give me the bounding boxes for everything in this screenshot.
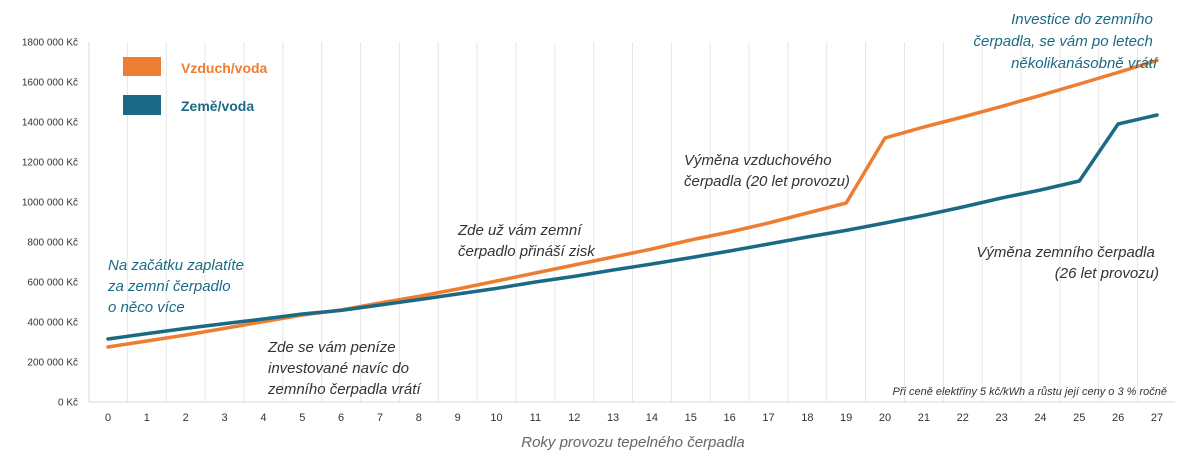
- x-tick-label: 21: [918, 412, 930, 424]
- annotation-start: Na začátku zaplatíte za zemní čerpadlo o…: [107, 257, 248, 316]
- annotation-ground-replacement: Výměna zemního čerpadla (26 let provozu): [976, 244, 1159, 282]
- x-tick-label: 19: [840, 412, 852, 424]
- x-tick-label: 13: [607, 412, 619, 424]
- series-line-zeme-voda: [106, 113, 1159, 341]
- x-tick-label: 11: [530, 412, 541, 424]
- y-tick-label: 800 000 Kč: [27, 238, 78, 249]
- series-line-vzduch-voda: [106, 58, 1159, 349]
- x-tick-label: 9: [455, 412, 461, 424]
- x-tick-label: 4: [260, 412, 266, 424]
- y-tick-label: 600 000 Kč: [27, 278, 78, 289]
- x-tick-label: 15: [685, 412, 697, 424]
- x-tick-label: 26: [1112, 412, 1124, 424]
- annotation-air-replacement: Výměna vzduchového čerpadla (20 let prov…: [684, 152, 850, 190]
- legend-label-zeme: Země/voda: [181, 98, 254, 114]
- grid-layer: [126, 42, 1139, 402]
- y-tick-label: 200 000 Kč: [27, 358, 78, 369]
- x-tick-label: 25: [1073, 412, 1085, 424]
- legend-swatch-zeme: [123, 95, 161, 115]
- annotation-returns: Zde se vám peníze investované navíc do z…: [267, 339, 422, 398]
- annotation-profit: Zde už vám zemní čerpadlo přináší zisk: [457, 222, 596, 260]
- footnote: Při ceně elektřiny 5 kč/kWh a růstu její…: [892, 386, 1167, 398]
- x-axis-label: Roky provozu tepelného čerpadla: [521, 434, 744, 451]
- x-tick-label: 18: [801, 412, 813, 424]
- x-tick-label: 8: [416, 412, 422, 424]
- x-tick-label: 27: [1151, 412, 1163, 424]
- series-layer: [106, 58, 1159, 349]
- x-tick-label: 22: [957, 412, 969, 424]
- x-tick-label: 1: [144, 412, 150, 424]
- x-tick-label: 17: [762, 412, 774, 424]
- x-tick-label: 7: [377, 412, 383, 424]
- y-tick-label: 400 000 Kč: [27, 318, 78, 329]
- legend-label-vzduch: Vzduch/voda: [181, 60, 268, 76]
- y-tick-label: 1800 000 Kč: [22, 38, 78, 49]
- y-tick-label: 0 Kč: [58, 398, 78, 409]
- x-tick-label: 5: [299, 412, 305, 424]
- x-tick-label: 24: [1034, 412, 1046, 424]
- y-tick-label: 1400 000 Kč: [22, 118, 78, 129]
- y-tick-label: 1600 000 Kč: [22, 78, 78, 89]
- x-axis-ticks: 0 1 2 3 4 5 6 7 8 9 10 11 12 13 14 15 16 17 18 19 20 21 22 23 24…: [105, 412, 1163, 424]
- x-tick-label: 0: [105, 412, 111, 424]
- y-tick-label: 1000 000 Kč: [22, 198, 78, 209]
- x-tick-label: 20: [879, 412, 891, 424]
- x-tick-label: 14: [646, 412, 658, 424]
- annotation-investment: Investice do zemního čerpadla, se vám po…: [974, 11, 1159, 72]
- x-tick-label: 16: [724, 412, 736, 424]
- x-tick-label: 12: [568, 412, 580, 424]
- x-tick-label: 3: [221, 412, 227, 424]
- y-axis-ticks: 0 Kč 200 000 Kč 400 000 Kč 600 000 Kč 800 00…: [22, 38, 78, 409]
- x-tick-label: 2: [183, 412, 189, 424]
- x-tick-label: 23: [995, 412, 1007, 424]
- legend-swatch-vzduch: [123, 57, 161, 76]
- y-tick-label: 1200 000 Kč: [22, 158, 78, 169]
- x-tick-label: 10: [490, 412, 502, 424]
- x-tick-label: 6: [338, 412, 344, 424]
